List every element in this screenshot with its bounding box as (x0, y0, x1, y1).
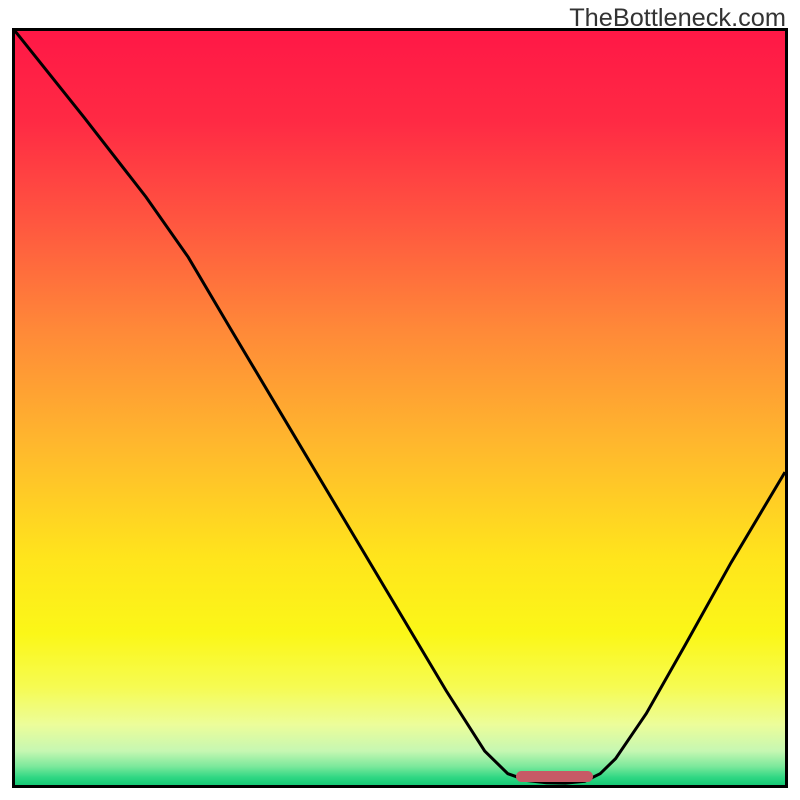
optimal-marker (516, 771, 593, 782)
bottleneck-chart: TheBottleneck.com (0, 0, 800, 800)
bottleneck-curve (15, 31, 785, 785)
plot-area (12, 28, 788, 788)
